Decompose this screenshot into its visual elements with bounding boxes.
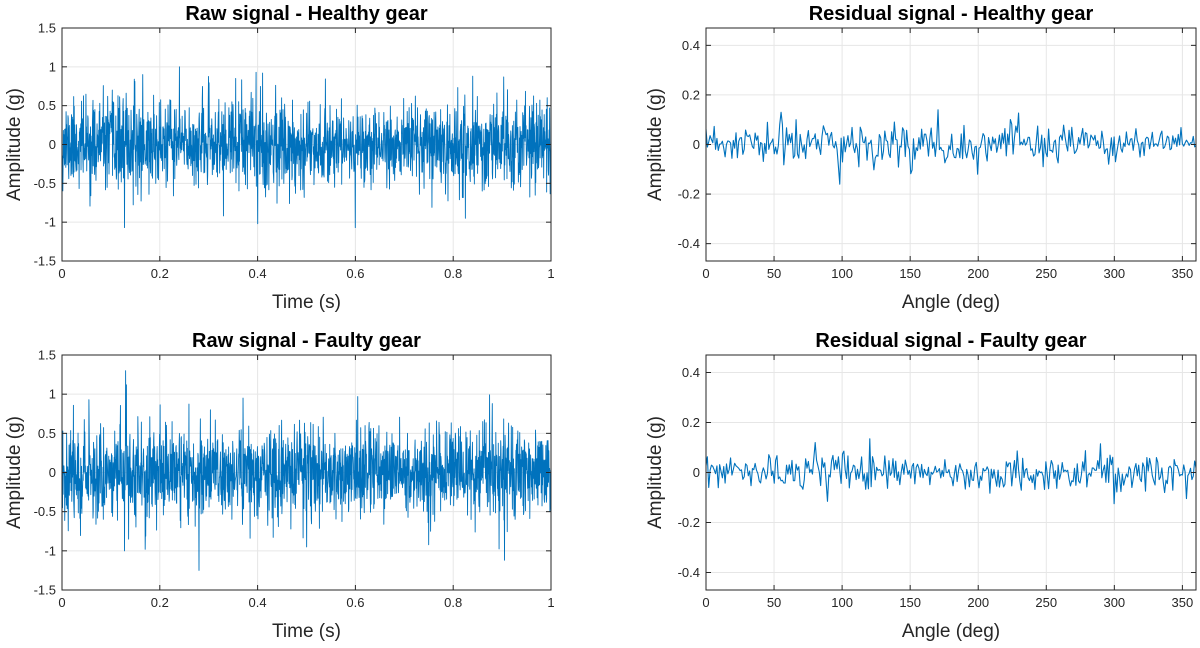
x-tick-label: 150 bbox=[899, 266, 921, 281]
y-axis-label: Amplitude (g) bbox=[645, 88, 666, 201]
y-tick-label: -0.5 bbox=[34, 504, 56, 519]
y-tick-label: 1.5 bbox=[38, 348, 56, 363]
x-tick-label: 0 bbox=[58, 266, 65, 281]
chart-panel-4: 0 50 100 150 200 250 300 350 -0.4 -0.2 0 0.2 0.4 Resi… bbox=[645, 330, 1197, 642]
x-tick-label: 0.8 bbox=[444, 266, 462, 281]
x-tick-label: 1 bbox=[547, 595, 554, 610]
x-tick-label: 300 bbox=[1103, 595, 1125, 610]
x-tick-label: 250 bbox=[1035, 595, 1057, 610]
y-tick-label: 0 bbox=[49, 465, 56, 480]
x-tick-label: 0.2 bbox=[151, 595, 169, 610]
x-tick-label: 350 bbox=[1172, 595, 1194, 610]
x-tick-label: 0.8 bbox=[444, 595, 462, 610]
y-axis-label: Amplitude (g) bbox=[4, 88, 25, 201]
y-tick-label: 0.4 bbox=[682, 38, 700, 53]
series-line-1 bbox=[62, 66, 551, 229]
y-tick-label: 0.4 bbox=[682, 365, 700, 380]
y-tick-label: 1 bbox=[49, 59, 56, 74]
x-axis-label: Angle (deg) bbox=[902, 292, 1000, 313]
y-tick-label: 0 bbox=[49, 137, 56, 152]
x-axis-label: Time (s) bbox=[272, 292, 341, 313]
x-tick-label: 200 bbox=[967, 266, 989, 281]
y-tick-label: -0.2 bbox=[678, 187, 700, 202]
y-tick-label: -1.5 bbox=[34, 254, 56, 269]
x-tick-label: 1 bbox=[547, 266, 554, 281]
y-tick-label: -1 bbox=[44, 543, 56, 558]
series-line-1 bbox=[706, 438, 1196, 505]
x-tick-label: 0.6 bbox=[346, 266, 364, 281]
series-line-1 bbox=[62, 370, 551, 571]
x-tick-label: 250 bbox=[1035, 266, 1057, 281]
chart-title: Residual signal - Healthy gear bbox=[809, 3, 1094, 25]
x-axis-label: Time (s) bbox=[272, 621, 341, 642]
x-tick-label: 200 bbox=[967, 595, 989, 610]
x-tick-label: 300 bbox=[1103, 266, 1125, 281]
y-tick-label: 0.5 bbox=[38, 426, 56, 441]
y-tick-label: -1 bbox=[44, 215, 56, 230]
x-tick-label: 50 bbox=[767, 266, 781, 281]
y-tick-label: 1 bbox=[49, 387, 56, 402]
y-tick-label: 1.5 bbox=[38, 21, 56, 36]
y-axis-label: Amplitude (g) bbox=[4, 416, 25, 529]
x-tick-label: 50 bbox=[767, 595, 781, 610]
chart-title: Residual signal - Faulty gear bbox=[815, 330, 1086, 352]
chart-title: Raw signal - Healthy gear bbox=[185, 3, 428, 25]
x-tick-label: 0.2 bbox=[151, 266, 169, 281]
x-tick-label: 100 bbox=[831, 595, 853, 610]
y-tick-label: -0.4 bbox=[678, 565, 700, 580]
y-tick-label: 0 bbox=[693, 465, 700, 480]
y-tick-label: -0.4 bbox=[678, 236, 700, 251]
x-tick-label: 0.4 bbox=[249, 595, 267, 610]
chart-panel-3: 0 0.2 0.4 0.6 0.8 1 -1.5 -1 -0.5 0 0.5 1 1.5 Raw sign… bbox=[4, 330, 555, 642]
x-tick-label: 0.4 bbox=[249, 266, 267, 281]
y-tick-label: 0.2 bbox=[682, 87, 700, 102]
y-tick-label: 0.2 bbox=[682, 415, 700, 430]
x-tick-label: 0 bbox=[702, 266, 709, 281]
y-tick-label: 0 bbox=[693, 137, 700, 152]
x-tick-label: 100 bbox=[831, 266, 853, 281]
y-tick-label: 0.5 bbox=[38, 98, 56, 113]
y-tick-label: -0.2 bbox=[678, 515, 700, 530]
x-tick-label: 0.6 bbox=[346, 595, 364, 610]
chart-title: Raw signal - Faulty gear bbox=[192, 330, 421, 352]
x-axis-label: Angle (deg) bbox=[902, 621, 1000, 642]
chart-panel-1: 0 0.2 0.4 0.6 0.8 1 -1.5 -1 -0.5 0 0.5 1 1.5 Raw sign… bbox=[4, 3, 555, 313]
x-tick-label: 350 bbox=[1172, 266, 1194, 281]
chart-panel-2: 0 50 100 150 200 250 300 350 -0.4 -0.2 0 0.2 0.4 Resi… bbox=[645, 3, 1197, 313]
series-line-1 bbox=[706, 109, 1196, 185]
x-tick-label: 0 bbox=[702, 595, 709, 610]
x-tick-label: 0 bbox=[58, 595, 65, 610]
x-tick-label: 150 bbox=[899, 595, 921, 610]
y-tick-label: -0.5 bbox=[34, 176, 56, 191]
y-axis-label: Amplitude (g) bbox=[645, 416, 666, 529]
y-tick-label: -1.5 bbox=[34, 583, 56, 598]
